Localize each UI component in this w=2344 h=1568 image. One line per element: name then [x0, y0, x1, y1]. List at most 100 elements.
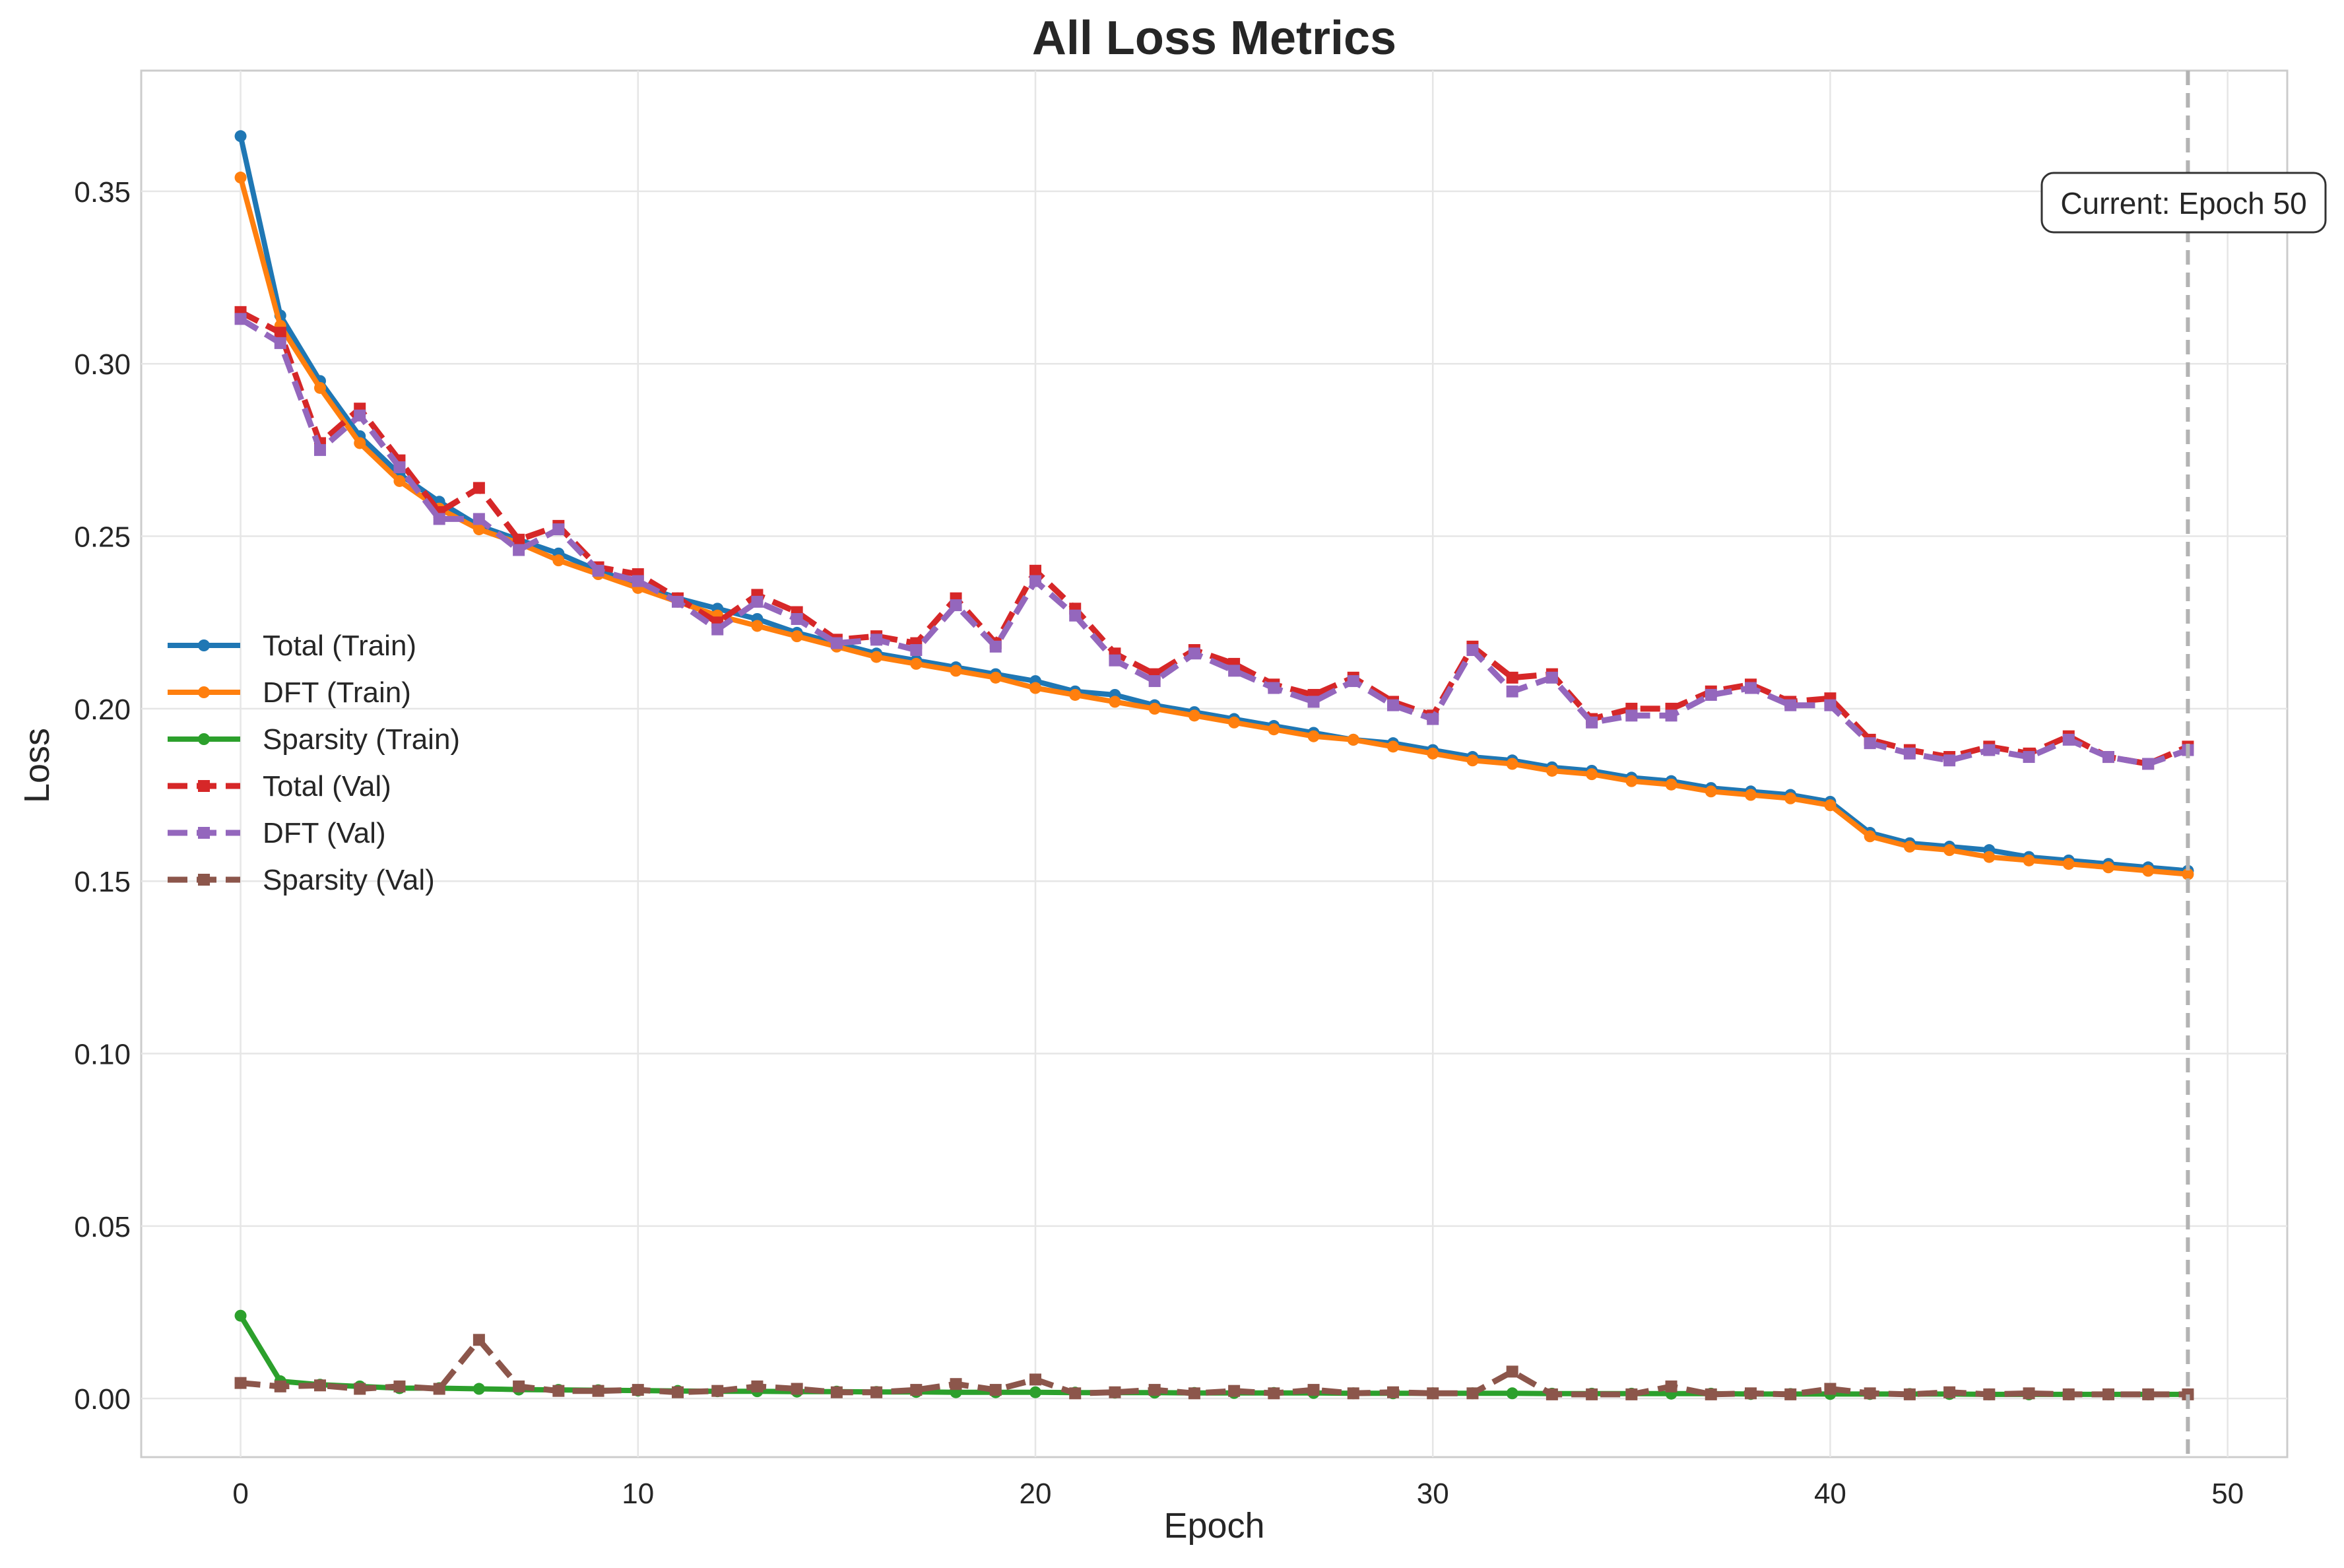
data-point: [1228, 716, 1241, 729]
data-point: [1387, 740, 1399, 753]
data-point: [1029, 1386, 1041, 1398]
data-point: [1745, 789, 1757, 801]
data-point: [1188, 647, 1200, 660]
data-point: [1824, 799, 1837, 812]
data-point: [513, 1380, 525, 1392]
x-tick-label: 40: [1814, 1478, 1846, 1510]
data-point: [2142, 1388, 2155, 1400]
data-point: [950, 1378, 962, 1390]
data-point: [1268, 1387, 1280, 1400]
data-point: [234, 172, 247, 184]
data-point: [592, 1385, 604, 1397]
data-point: [354, 409, 366, 422]
data-point: [1029, 1373, 1041, 1386]
legend-label: Total (Train): [263, 630, 416, 662]
data-point: [1148, 1384, 1161, 1396]
data-point: [1983, 851, 1996, 863]
data-point: [1109, 1386, 1121, 1398]
data-point: [1029, 682, 1041, 694]
data-point: [870, 1386, 883, 1398]
data-point: [513, 544, 525, 556]
data-point: [2182, 868, 2194, 880]
data-point: [830, 637, 843, 649]
y-tick-label: 0.05: [74, 1211, 131, 1243]
data-point: [910, 644, 923, 657]
ticks: 0 10 20 30 40 50 0.00 0.05 0.10 0.15 0.20 0.25 0.30 0…: [74, 176, 2244, 1510]
data-point: [552, 1385, 565, 1397]
x-tick-label: 10: [622, 1478, 654, 1510]
data-point: [2023, 751, 2035, 764]
data-point: [1188, 1387, 1200, 1400]
data-point: [1586, 1388, 1598, 1400]
y-tick-label: 0.25: [74, 521, 131, 554]
series-layer: [234, 130, 2194, 1400]
legend-item: Sparsity (Train): [168, 723, 460, 756]
data-point: [2102, 861, 2114, 874]
data-point: [2062, 1388, 2075, 1400]
data-point: [1983, 744, 1996, 756]
data-point: [1506, 1365, 1518, 1378]
data-point: [672, 1386, 684, 1398]
series-line: [239, 316, 2189, 767]
legend-label: DFT (Val): [263, 817, 386, 849]
data-point: [1506, 671, 1518, 684]
y-tick-label: 0.00: [74, 1383, 131, 1416]
data-point: [1784, 1388, 1797, 1400]
data-point: [1506, 758, 1518, 770]
y-tick-label: 0.20: [74, 694, 131, 726]
data-point: [2062, 858, 2075, 870]
data-point: [1546, 671, 1558, 684]
data-point: [1109, 696, 1121, 708]
legend-item: Sparsity (Val): [168, 864, 435, 896]
annotation-text: Current: Epoch 50: [2060, 186, 2306, 220]
series-dft-val: [234, 313, 2194, 770]
data-point: [1745, 1387, 1757, 1400]
data-point: [1268, 723, 1280, 736]
data-point: [1824, 699, 1837, 711]
x-tick-label: 20: [1020, 1478, 1052, 1510]
data-point: [1069, 1387, 1082, 1400]
data-point: [1705, 785, 1717, 798]
legend-label: DFT (Train): [263, 676, 411, 709]
data-point: [1864, 737, 1876, 750]
data-point: [2142, 758, 2155, 770]
data-point: [830, 1386, 843, 1398]
data-point: [1903, 1388, 1916, 1400]
data-point: [1387, 1386, 1399, 1398]
annotation-box: [2040, 172, 2327, 234]
series-dft-train: [234, 172, 2194, 880]
series-line: [238, 135, 2188, 874]
data-point: [1506, 685, 1518, 698]
data-point: [274, 337, 286, 349]
legend-label: Sparsity (Train): [263, 723, 460, 756]
data-point: [1546, 764, 1558, 777]
data-point: [1665, 1380, 1677, 1392]
data-point: [314, 381, 326, 394]
data-point: [1188, 709, 1200, 722]
data-point: [234, 1377, 247, 1389]
data-point: [1347, 675, 1359, 688]
data-point: [1069, 609, 1082, 622]
data-point: [1943, 754, 1956, 767]
x-tick-label: 30: [1417, 1478, 1449, 1510]
data-point: [989, 640, 1002, 653]
data-point: [2062, 733, 2075, 746]
data-point: [513, 533, 525, 546]
data-point: [1427, 747, 1439, 760]
annotation: Current: Epoch 50: [2040, 71, 2327, 1457]
series-sparsity-val: [234, 1334, 2194, 1400]
legend-swatch-marker: [198, 780, 210, 792]
data-point: [1347, 733, 1359, 746]
data-point: [910, 1384, 923, 1396]
data-point: [1784, 699, 1797, 711]
series-line: [238, 176, 2188, 877]
data-point: [472, 523, 485, 536]
data-point: [2102, 751, 2114, 764]
data-point: [1506, 1387, 1518, 1400]
y-tick-label: 0.30: [74, 348, 131, 381]
data-point: [2142, 865, 2155, 877]
data-point: [1824, 1383, 1837, 1395]
legend-item: Total (Val): [168, 770, 391, 802]
data-point: [354, 1383, 366, 1395]
